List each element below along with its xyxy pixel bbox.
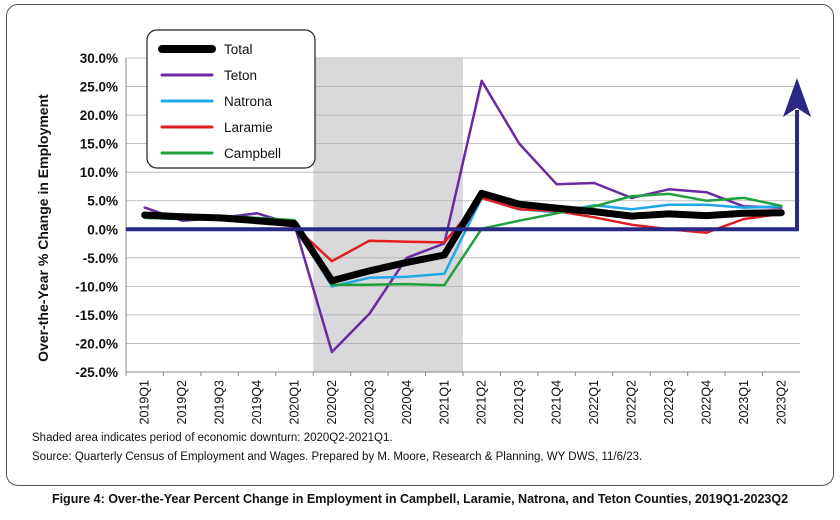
y-tick-label: -20.0% <box>75 336 118 351</box>
y-tick-label: -10.0% <box>75 279 118 294</box>
x-tick-label: 2022Q1 <box>587 380 601 425</box>
legend-label-laramie: Laramie <box>224 120 273 135</box>
legend-label-teton: Teton <box>224 68 257 83</box>
x-tick-label: 2021Q3 <box>512 380 526 425</box>
x-tick-label: 2021Q2 <box>475 380 489 425</box>
series-line-total <box>141 189 785 285</box>
y-tick-label: 10.0% <box>80 165 118 180</box>
legend-label-natrona: Natrona <box>224 94 273 109</box>
legend-label-total: Total <box>224 42 253 57</box>
x-tick-label: 2019Q1 <box>138 380 152 425</box>
y-tick-label: 20.0% <box>80 108 118 123</box>
x-tick-label: 2022Q2 <box>625 380 639 425</box>
y-tick-label: -5.0% <box>83 251 118 266</box>
y-tick-label: 25.0% <box>80 80 118 95</box>
y-tick-label: 30.0% <box>80 51 118 66</box>
series-line-teton <box>143 79 783 354</box>
x-tick-label: 2019Q2 <box>175 380 189 425</box>
legend-label-campbell: Campbell <box>224 146 281 161</box>
x-tick-label: 2021Q4 <box>550 380 564 425</box>
y-axis-label: Over-the-Year % Change in Employment <box>35 94 51 362</box>
x-tick-label: 2019Q3 <box>213 380 227 425</box>
x-tick-label: 2020Q4 <box>400 380 414 425</box>
arrow-head <box>783 78 811 117</box>
x-tick-label: 2021Q1 <box>437 380 451 425</box>
x-tick-label: 2020Q2 <box>325 380 339 425</box>
y-tick-label: -15.0% <box>75 308 118 323</box>
y-tick-label: -25.0% <box>75 365 118 380</box>
line-chart: 30.0% 25.0% 20.0% 15.0% 10.0% 5.0% 0.0% -5.0% -1… <box>35 29 811 425</box>
x-tick-label: 2023Q1 <box>737 380 751 425</box>
y-tick-label: 0.0% <box>87 222 118 237</box>
shading-note: Shaded area indicates period of economic… <box>32 432 393 444</box>
source-note: Source: Quarterly Census of Employment a… <box>32 451 643 463</box>
x-tick-label: 2023Q2 <box>774 380 788 425</box>
chart-border <box>6 4 834 486</box>
downturn-shading <box>313 58 463 372</box>
legend-box <box>146 29 316 169</box>
x-tick-label: 2019Q4 <box>250 380 264 425</box>
y-tick-label: 5.0% <box>87 194 118 209</box>
x-tick-label: 2020Q3 <box>362 380 376 425</box>
y-tick-label: 15.0% <box>80 137 118 152</box>
x-tick-label: 2022Q4 <box>699 380 713 425</box>
figure-caption: Figure 4: Over-the-Year Percent Change i… <box>51 492 789 506</box>
x-tick-label: 2022Q3 <box>662 380 676 425</box>
x-tick-label: 2020Q1 <box>288 380 302 425</box>
